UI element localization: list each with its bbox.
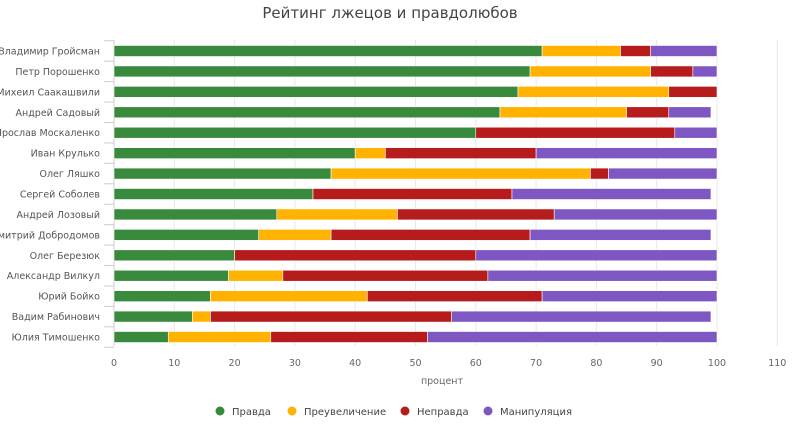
bar-segment-Неправда[interactable] xyxy=(590,167,609,180)
category-label: Олег Ляшко xyxy=(39,169,100,180)
legend-marker xyxy=(483,406,493,416)
legend-marker xyxy=(287,406,297,416)
bar-segment-Неправда[interactable] xyxy=(312,188,513,200)
x-tick-label: 110 xyxy=(768,358,786,369)
bar-segment-Манипуляция[interactable] xyxy=(451,310,712,323)
legend-label[interactable]: Манипуляция xyxy=(500,407,572,418)
bar-segment-Преувеличение[interactable] xyxy=(210,290,368,302)
bar-segment-Преувеличение[interactable] xyxy=(499,106,627,119)
bar-segment-Манипуляция[interactable] xyxy=(427,331,718,343)
bar-segment-Неправда[interactable] xyxy=(270,331,428,343)
category-label: Ярослав Москаленко xyxy=(0,128,100,139)
x-tick-label: 80 xyxy=(590,358,602,369)
bar-segment-Правда[interactable] xyxy=(113,106,501,119)
legend-label[interactable]: Неправда xyxy=(417,407,469,418)
category-label: Андрей Садовый xyxy=(16,108,100,119)
bar-segment-Правда[interactable] xyxy=(113,290,211,302)
x-tick-label: 100 xyxy=(708,358,726,369)
bar-segment-Манипуляция[interactable] xyxy=(541,290,718,302)
bar-segment-Правда[interactable] xyxy=(113,167,332,180)
bar-segment-Манипуляция[interactable] xyxy=(475,249,718,262)
bar-segment-Манипуляция[interactable] xyxy=(487,269,718,282)
bar-segment-Преувеличение[interactable] xyxy=(330,167,591,180)
bar-segment-Манипуляция[interactable] xyxy=(529,229,712,241)
bar-segment-Преувеличение[interactable] xyxy=(258,229,332,241)
bar-segment-Неправда[interactable] xyxy=(397,208,555,221)
bar-segment-Преувеличение[interactable] xyxy=(541,45,621,57)
bar-segment-Правда[interactable] xyxy=(113,65,531,78)
bar-segment-Манипуляция[interactable] xyxy=(668,106,712,119)
x-tick-label: 40 xyxy=(349,358,361,369)
bar-segment-Манипуляция[interactable] xyxy=(608,167,718,180)
legend-label[interactable]: Преувеличение xyxy=(304,407,386,418)
x-tick-label: 30 xyxy=(289,358,301,369)
bar-segment-Правда[interactable] xyxy=(113,269,229,282)
bar-segment-Правда[interactable] xyxy=(113,86,519,98)
category-label: Михеил Саакашвили xyxy=(0,87,100,98)
bar-segment-Манипуляция[interactable] xyxy=(511,188,712,200)
bar-segment-Преувеличение[interactable] xyxy=(167,331,272,343)
category-label: Олег Березюк xyxy=(30,251,101,262)
category-label: Иван Крулько xyxy=(31,149,101,160)
category-label: Дмитрий Добродомов xyxy=(0,230,100,241)
bar-segment-Неправда[interactable] xyxy=(385,147,537,159)
bar-segment-Преувеличение[interactable] xyxy=(276,208,398,221)
bar-segment-Неправда[interactable] xyxy=(668,86,718,98)
bar-segment-Преувеличение[interactable] xyxy=(529,65,651,78)
chart-title: Рейтинг лжецов и правдолюбов xyxy=(262,4,517,22)
bar-segment-Преувеличение[interactable] xyxy=(517,86,670,98)
bar-segment-Неправда[interactable] xyxy=(626,106,670,119)
x-tick-label: 20 xyxy=(229,358,241,369)
x-axis-label: процент xyxy=(421,376,464,387)
bar-segment-Преувеличение[interactable] xyxy=(192,310,211,323)
bar-segment-Правда[interactable] xyxy=(113,45,543,57)
bar-segment-Правда[interactable] xyxy=(113,331,169,343)
category-label: Александр Вилкул xyxy=(7,271,100,282)
bar-segment-Правда[interactable] xyxy=(113,147,356,159)
bar-segment-Правда[interactable] xyxy=(113,208,278,221)
bar-segment-Неправда[interactable] xyxy=(620,45,651,57)
x-tick-label: 90 xyxy=(651,358,663,369)
legend-marker xyxy=(215,406,225,416)
bar-segment-Манипуляция[interactable] xyxy=(553,208,718,221)
x-tick-label: 0 xyxy=(111,358,117,369)
x-tick-label: 10 xyxy=(168,358,180,369)
bar-segment-Неправда[interactable] xyxy=(330,229,531,241)
category-label: Петр Порошенко xyxy=(15,67,100,78)
bar-segment-Неправда[interactable] xyxy=(366,290,543,302)
x-tick-label: 70 xyxy=(530,358,542,369)
bar-segment-Неправда[interactable] xyxy=(282,269,489,282)
bar-segment-Неправда[interactable] xyxy=(234,249,477,262)
category-label: Вадим Рабинович xyxy=(12,312,100,323)
bar-segment-Неправда[interactable] xyxy=(210,310,452,323)
category-label: Юрий Бойко xyxy=(38,292,100,303)
bar-segment-Манипуляция[interactable] xyxy=(535,147,718,159)
category-label: Андрей Лозовый xyxy=(17,210,100,221)
category-label: Владимир Гройсман xyxy=(0,47,100,58)
legend-marker xyxy=(400,406,410,416)
category-label: Сергей Соболев xyxy=(20,190,101,201)
bar-segment-Неправда[interactable] xyxy=(475,126,676,139)
x-tick-label: 50 xyxy=(409,358,421,369)
bar-segment-Правда[interactable] xyxy=(113,249,235,262)
bar-segment-Манипуляция[interactable] xyxy=(650,45,718,57)
legend-label[interactable]: Правда xyxy=(232,407,271,418)
bar-segment-Манипуляция[interactable] xyxy=(674,126,718,139)
x-tick-label: 60 xyxy=(470,358,482,369)
bar-segment-Правда[interactable] xyxy=(113,310,193,323)
bar-segment-Правда[interactable] xyxy=(113,126,477,139)
category-label: Юлия Тимошенко xyxy=(12,333,101,344)
bar-segment-Правда[interactable] xyxy=(113,229,260,241)
bar-segment-Преувеличение[interactable] xyxy=(228,269,284,282)
bar-segment-Неправда[interactable] xyxy=(650,65,694,78)
bar-segment-Преувеличение[interactable] xyxy=(354,147,386,159)
bar-segment-Правда[interactable] xyxy=(113,188,314,200)
bar-segment-Манипуляция[interactable] xyxy=(692,65,718,78)
